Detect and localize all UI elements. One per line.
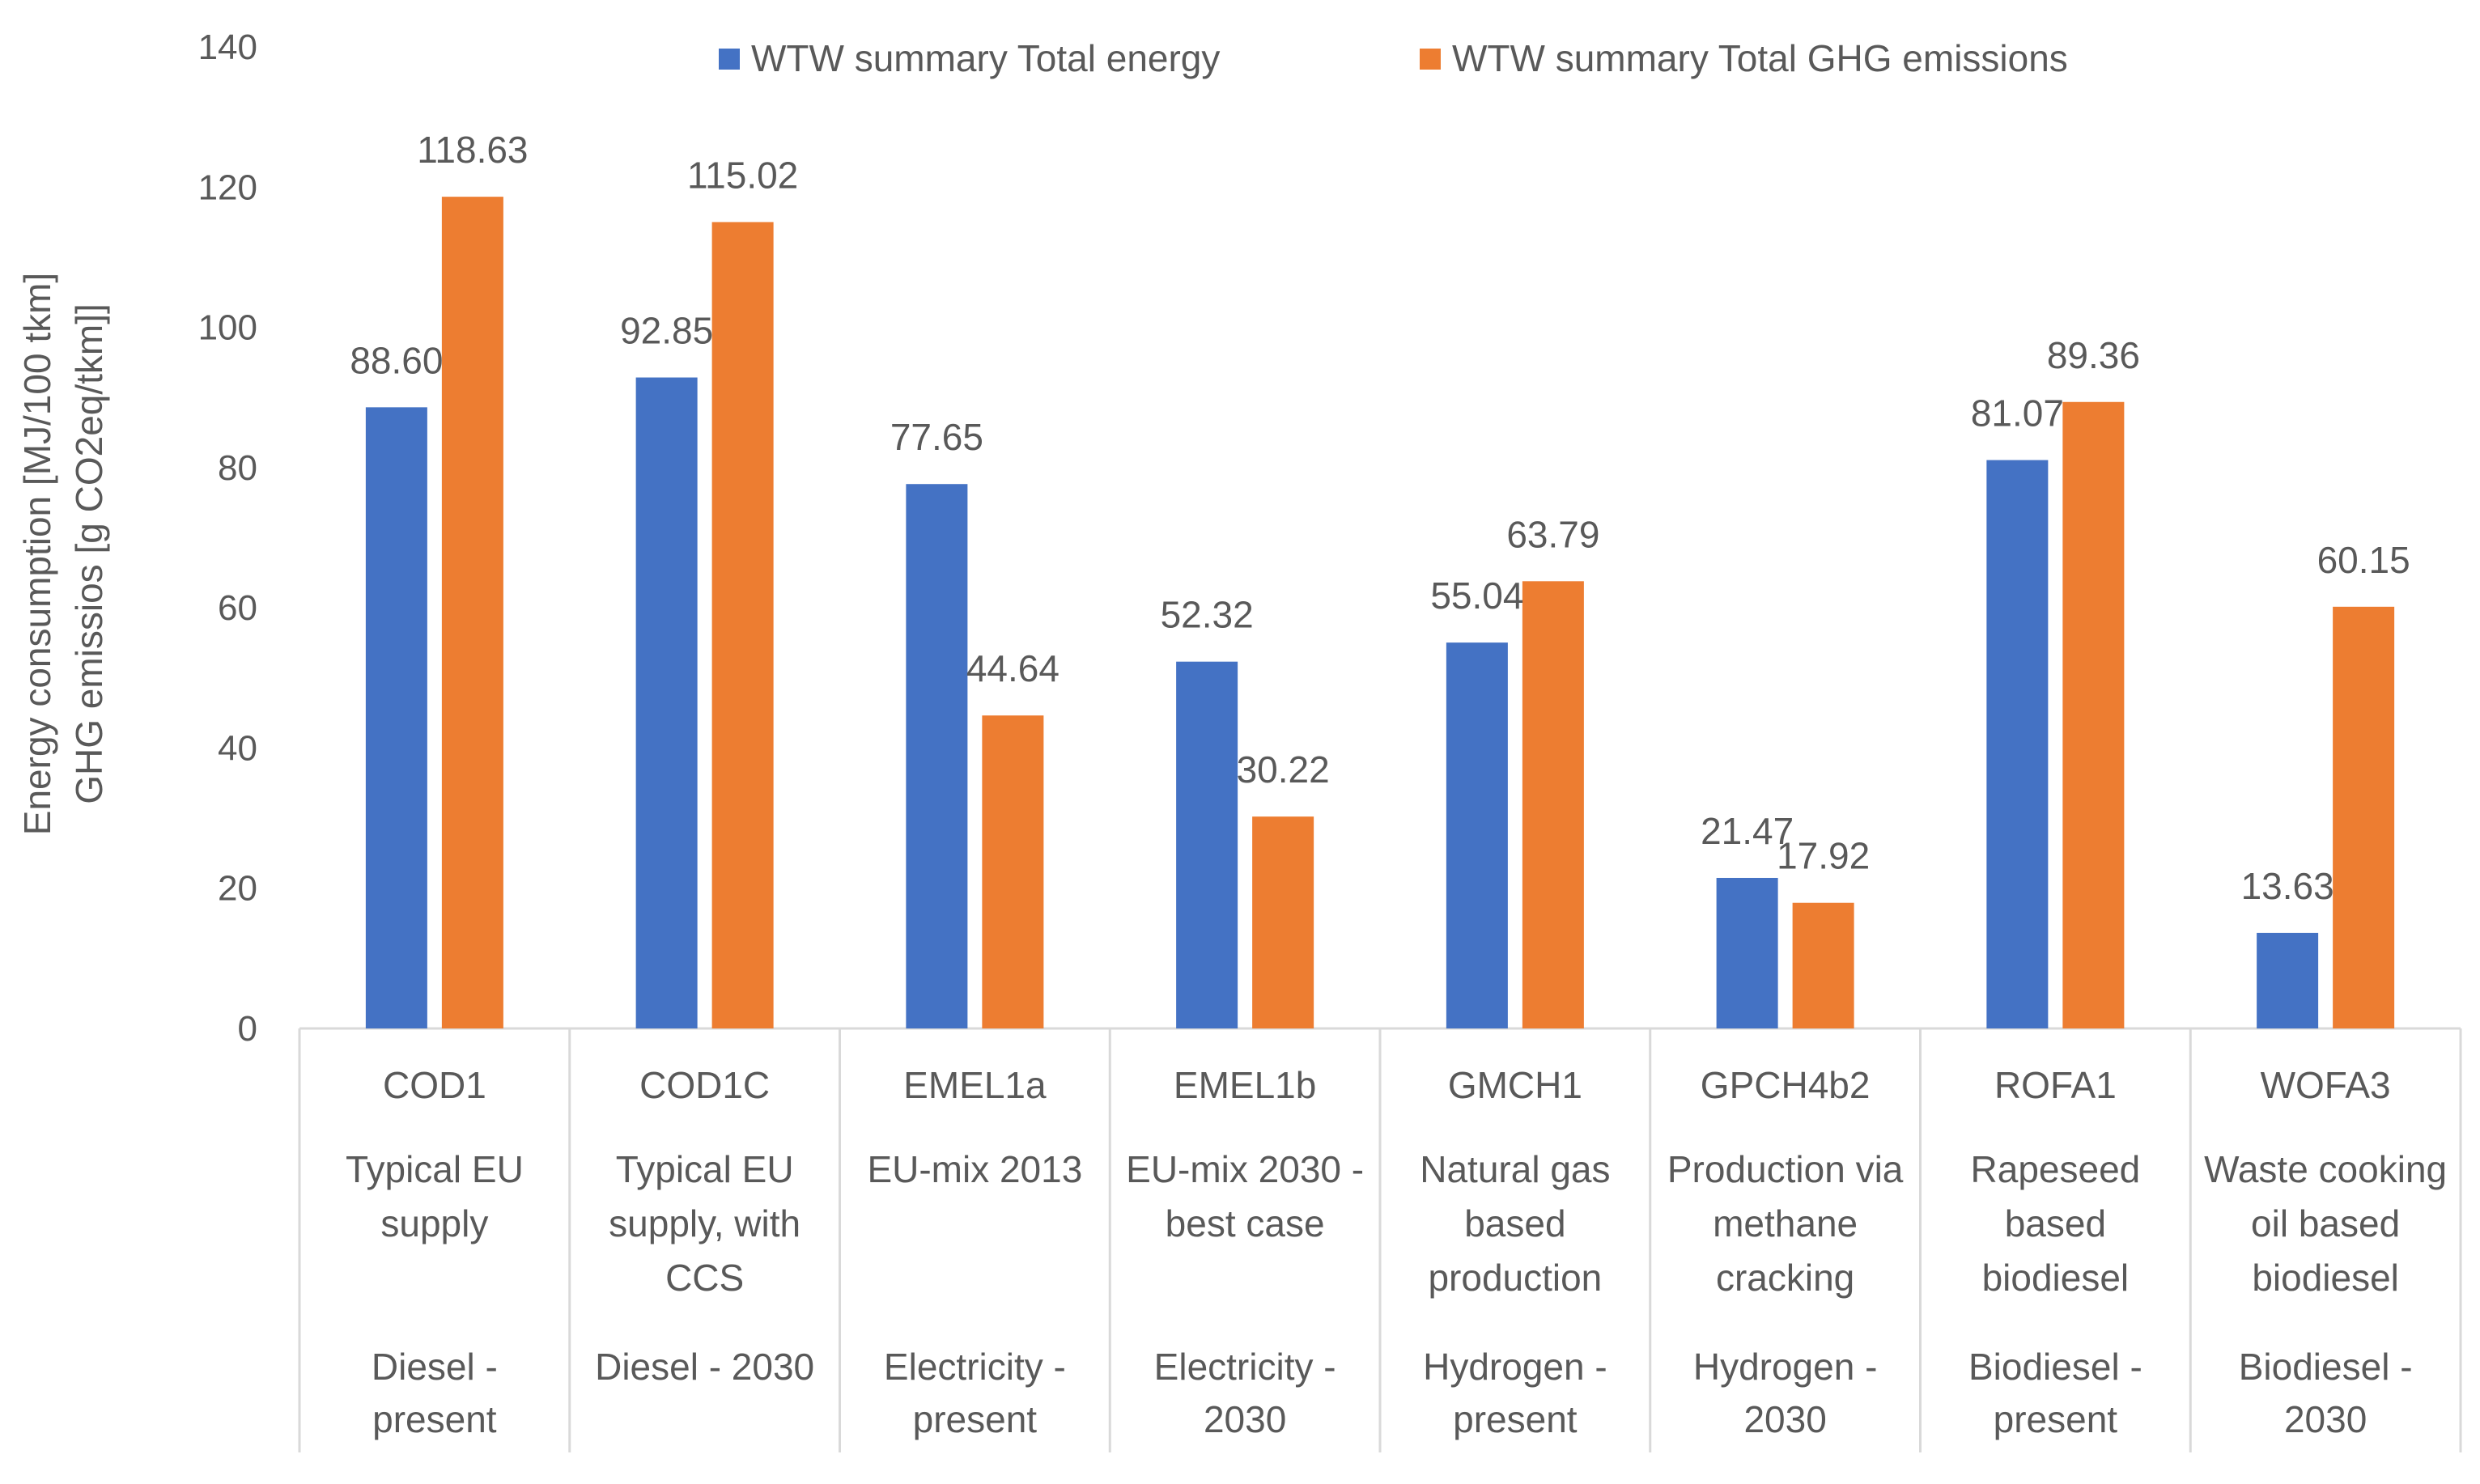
data-label: 63.79: [1506, 513, 1599, 555]
data-label: 89.36: [2047, 334, 2140, 376]
bar: [2257, 932, 2319, 1028]
bar: [441, 197, 503, 1029]
category-description: based: [2005, 1202, 2106, 1244]
y-tick-label: 100: [198, 308, 257, 348]
bar: [982, 715, 1044, 1028]
category-code: WOFA3: [2261, 1064, 2391, 1106]
category-fuel: Biodiesel -: [1968, 1346, 2142, 1388]
category-fuel: Diesel -: [372, 1346, 498, 1388]
category-fuel: Diesel - 2030: [595, 1346, 814, 1388]
category-fuel: Biodiesel -: [2239, 1346, 2413, 1388]
category-description: Typical EU: [346, 1148, 524, 1190]
bar: [1986, 460, 2049, 1028]
category-description: EU-mix 2013: [867, 1148, 1082, 1190]
data-label: 60.15: [2317, 539, 2410, 581]
category-description: based: [1464, 1202, 1565, 1244]
category-code: GMCH1: [1448, 1064, 1582, 1106]
category-description: biodiesel: [2252, 1257, 2399, 1299]
legend-label: WTW summary Total GHG emissions: [1452, 37, 2068, 79]
category-fuel: 2030: [1204, 1398, 1286, 1440]
bars: [365, 197, 2395, 1029]
category-fuel: Electricity -: [1154, 1346, 1336, 1388]
category-fuel: present: [372, 1398, 497, 1440]
bar: [1446, 642, 1508, 1028]
category-code: EMEL1a: [903, 1064, 1047, 1106]
data-label: 118.63: [417, 129, 528, 171]
category-fuel: 2030: [2284, 1398, 2367, 1440]
category-description: methane: [1713, 1202, 1858, 1244]
category-fuel: Hydrogen -: [1423, 1346, 1607, 1388]
bar: [2062, 401, 2125, 1029]
bar: [1716, 877, 1778, 1028]
category-fuel: present: [1453, 1398, 1578, 1440]
data-label: 115.02: [687, 154, 798, 196]
bar: [1176, 661, 1238, 1028]
data-label: 21.47: [1701, 810, 1794, 852]
category-description: Rapeseed: [1971, 1148, 2141, 1190]
category-description: Typical EU: [616, 1148, 794, 1190]
bar: [906, 484, 968, 1028]
category-description: biodiesel: [1982, 1257, 2130, 1299]
category-description: Natural gas: [1420, 1148, 1610, 1190]
bar: [1522, 581, 1584, 1028]
y-axis-title: Energy consumption [MJ/100 tkm] GHG emiss…: [16, 273, 110, 835]
category-description: EU-mix 2030 -: [1126, 1148, 1364, 1190]
legend-swatch: [1420, 49, 1441, 70]
data-label: 81.07: [1971, 392, 2064, 435]
data-label: 30.22: [1237, 748, 1330, 791]
bar: [635, 377, 698, 1028]
category-code: ROFA1: [1994, 1064, 2117, 1106]
y-tick-label: 120: [198, 167, 257, 207]
data-label: 17.92: [1777, 835, 1870, 877]
category-code: COD1: [383, 1064, 486, 1106]
legend-swatch: [719, 49, 740, 70]
data-label: 13.63: [2241, 865, 2334, 907]
category-description: best case: [1166, 1202, 1325, 1244]
category-code: EMEL1b: [1174, 1064, 1316, 1106]
bar: [1792, 902, 1854, 1028]
category-description: CCS: [665, 1257, 744, 1299]
y-tick-label: 20: [218, 869, 257, 909]
data-label: 92.85: [620, 310, 713, 352]
y-tick-label: 0: [238, 1009, 257, 1049]
category-fuel: Hydrogen -: [1693, 1346, 1878, 1388]
data-labels: 88.60 118.63 92.85 115.02 77.65 44.64 52.32 30.…: [350, 129, 2410, 907]
category-description: supply: [380, 1202, 488, 1244]
category-fuel: Electricity -: [884, 1346, 1066, 1388]
category-description: supply, with: [609, 1202, 800, 1244]
legend-label: WTW summary Total energy: [751, 37, 1220, 79]
y-tick-label: 60: [218, 588, 257, 628]
y-axis-label: GHG emissios [g CO2eq/tkm]]: [68, 303, 110, 804]
bar: [1252, 816, 1314, 1028]
legend: WTW summary Total energy WTW summary Tota…: [719, 37, 2068, 79]
category-code: GPCH4b2: [1701, 1064, 1871, 1106]
category-fuel: 2030: [1743, 1398, 1826, 1440]
axes: 0 20 40 60 80 100 120 140: [198, 28, 2462, 1452]
category-code: COD1C: [639, 1064, 770, 1106]
data-label: 55.04: [1430, 575, 1523, 617]
data-label: 77.65: [890, 416, 983, 458]
bar: [2333, 606, 2395, 1028]
data-label: 52.32: [1161, 594, 1254, 636]
category-fuel: present: [1994, 1398, 2118, 1440]
y-axis-label: Energy consumption [MJ/100 tkm]: [16, 273, 58, 835]
y-tick-label: 80: [218, 448, 257, 488]
bar: [711, 222, 774, 1029]
data-label: 88.60: [350, 339, 443, 381]
data-label: 44.64: [966, 647, 1060, 689]
category-description: oil based: [2251, 1202, 2400, 1244]
bar: [365, 407, 427, 1028]
category-description: production: [1428, 1257, 1602, 1299]
category-labels: COD1 Typical EU supply Diesel - present COD1C…: [346, 1064, 2447, 1440]
category-description: Waste cooking: [2204, 1148, 2447, 1190]
category-description: cracking: [1716, 1257, 1854, 1299]
category-description: Production via: [1667, 1148, 1904, 1190]
y-tick-label: 40: [218, 728, 257, 768]
category-fuel: present: [913, 1398, 1038, 1440]
y-tick-label: 140: [198, 28, 257, 67]
